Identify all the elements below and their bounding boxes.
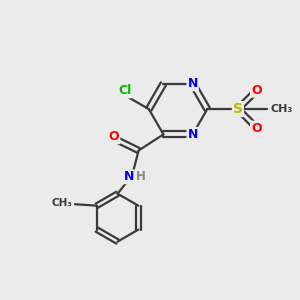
Text: O: O (109, 130, 119, 143)
Text: H: H (136, 170, 146, 183)
Text: CH₃: CH₃ (52, 198, 73, 208)
Text: O: O (251, 122, 262, 135)
Text: Cl: Cl (118, 84, 131, 97)
Text: O: O (251, 84, 262, 97)
Text: N: N (188, 77, 198, 90)
Text: N: N (188, 128, 198, 141)
Text: CH₃: CH₃ (271, 104, 293, 114)
Text: S: S (233, 102, 243, 116)
Text: N: N (124, 170, 134, 183)
